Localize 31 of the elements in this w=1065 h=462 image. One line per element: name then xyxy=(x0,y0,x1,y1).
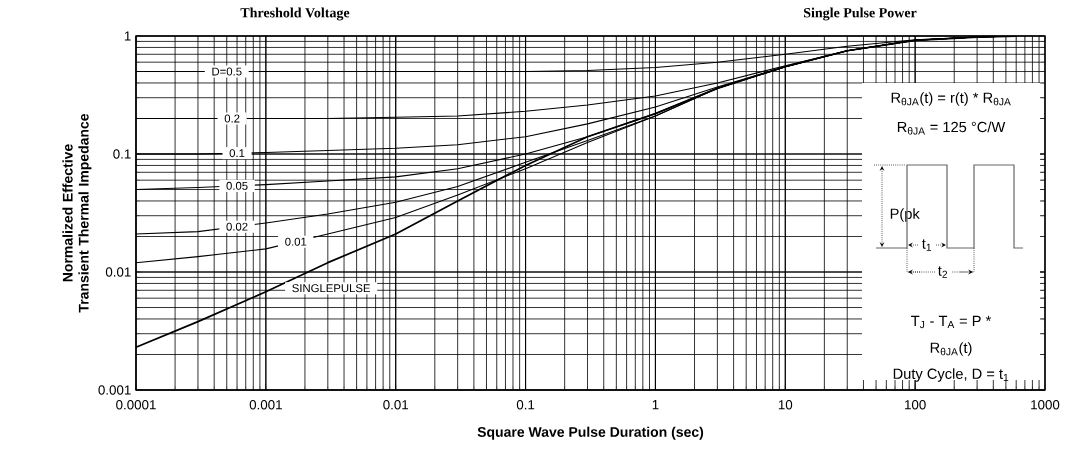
annotation: P(pk xyxy=(890,208,920,222)
x-tick-label: 100 xyxy=(905,400,926,410)
series-label: D=0.5 xyxy=(212,67,242,76)
y-tick-label: 0.1 xyxy=(113,149,131,159)
x-tick-label: 10 xyxy=(778,400,793,410)
x-tick-label: 1 xyxy=(652,400,659,410)
series-label: 0.1 xyxy=(229,149,245,158)
chart-subtitle: Single Pulse Power xyxy=(803,7,917,21)
x-axis-title: Square Wave Pulse Duration (sec) xyxy=(477,426,704,440)
annotation: t$_{2}$ xyxy=(938,266,948,278)
series-label: SINGLEPULSE xyxy=(292,284,370,293)
series-label: 0.01 xyxy=(285,237,307,246)
x-tick-label: 0.0001 xyxy=(116,400,156,410)
x-tick-label: 0.01 xyxy=(383,400,409,410)
annotation: R$_{θJA}$(t) = r(t) * R$_{θJA}$ xyxy=(891,92,1011,106)
x-tick-label: 0.1 xyxy=(516,400,535,410)
annotation: t$_{1}$ xyxy=(922,239,932,251)
chart-title: Threshold Voltage xyxy=(240,7,350,21)
annotation: R$_{θJA}$ = 125 °C/W xyxy=(897,121,1006,135)
x-tick-label: 1000 xyxy=(1031,400,1060,410)
annotation: T$_{J}$ - T$_{A}$ = P * xyxy=(911,315,992,329)
y-axis-title: Normalized Effective Transient Thermal Impedance xyxy=(62,113,92,313)
annotation: Duty Cycle, D = t$_{1}$ xyxy=(893,368,1009,382)
y-tick-label: 0.01 xyxy=(105,267,131,277)
y-tick-label: 1 xyxy=(124,31,131,41)
series-label: 0.02 xyxy=(226,222,248,231)
annotation: R$_{θJA}$(t) xyxy=(930,342,972,356)
y-tick-label: 0.001 xyxy=(98,385,131,395)
series-label: 0.2 xyxy=(224,114,240,123)
series-label: 0.05 xyxy=(226,181,248,190)
x-tick-label: 0.001 xyxy=(249,400,282,410)
